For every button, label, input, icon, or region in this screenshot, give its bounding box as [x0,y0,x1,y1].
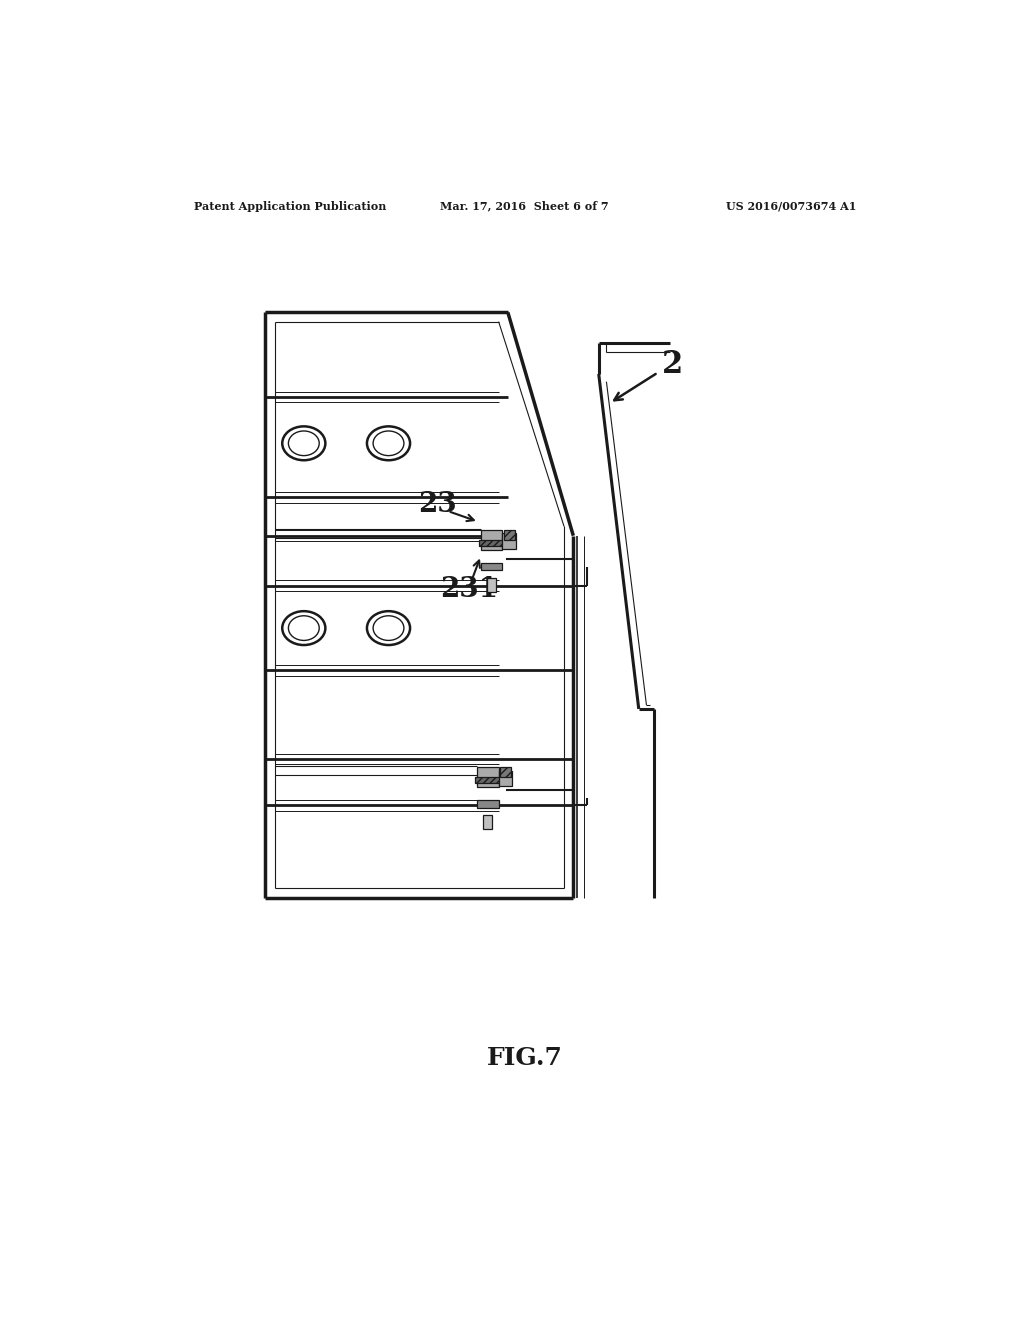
Bar [477,767,499,788]
Bar [477,800,499,808]
Polygon shape [478,540,508,545]
Bar [500,767,511,776]
Bar [503,533,516,549]
Bar [481,531,503,550]
Polygon shape [475,776,504,783]
Bar [504,531,515,540]
Bar [487,578,497,591]
Text: 2: 2 [662,350,683,380]
Text: Mar. 17, 2016  Sheet 6 of 7: Mar. 17, 2016 Sheet 6 of 7 [440,201,609,211]
Bar [499,771,512,785]
Bar [481,562,503,570]
Text: Patent Application Publication: Patent Application Publication [194,201,386,211]
Text: 231: 231 [440,576,499,603]
Text: 23: 23 [418,491,457,519]
Text: US 2016/0073674 A1: US 2016/0073674 A1 [726,201,856,211]
Text: FIG.7: FIG.7 [486,1045,563,1069]
Bar [483,816,493,829]
